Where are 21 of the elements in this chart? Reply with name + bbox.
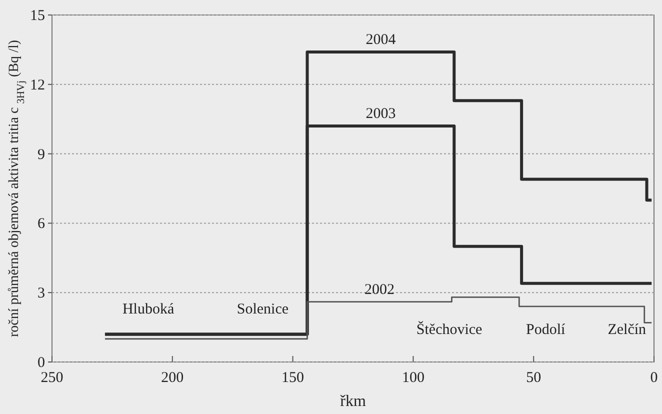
- y-tick-label: 12: [30, 77, 45, 94]
- y-tick-label: 15: [30, 8, 45, 24]
- y-tick-label: 9: [38, 146, 45, 163]
- x-tick-label: 0: [650, 370, 658, 386]
- annotation: Solenice: [236, 301, 289, 318]
- series-label: 2003: [366, 106, 396, 122]
- annotation: Štěchovice: [416, 321, 483, 338]
- x-tick-label: 50: [526, 370, 542, 386]
- annotation: Hluboká: [122, 301, 174, 318]
- y-tick-label: 6: [38, 216, 46, 232]
- x-axis-title: řkm: [340, 393, 366, 410]
- x-tick-label: 150: [282, 370, 304, 386]
- annotation: Zelčín: [608, 322, 647, 338]
- y-tick-label: 3: [38, 286, 45, 302]
- x-tick-label: 250: [40, 370, 64, 386]
- x-tick-label: 200: [161, 370, 184, 386]
- annotation: Podolí: [526, 322, 566, 338]
- series-label: 2004: [366, 32, 396, 48]
- x-tick-label: 100: [402, 370, 424, 386]
- y-tick-label: 0: [38, 355, 45, 371]
- series-label: 2002: [364, 282, 394, 298]
